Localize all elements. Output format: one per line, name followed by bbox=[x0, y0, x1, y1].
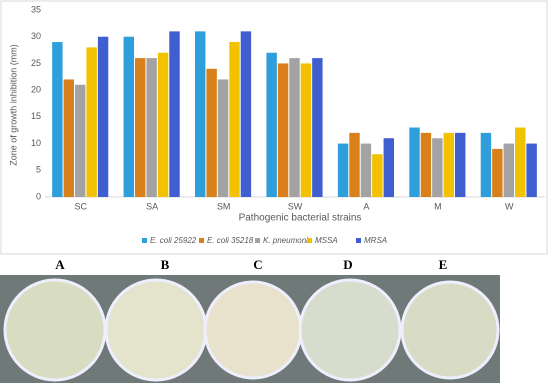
legend-swatch bbox=[255, 238, 260, 243]
legend-label: E. coli 25922 bbox=[150, 236, 197, 245]
legend-label: MSSA bbox=[315, 236, 338, 245]
petri-dish bbox=[203, 280, 303, 380]
bar bbox=[526, 143, 537, 197]
bar bbox=[515, 127, 526, 197]
bar bbox=[157, 52, 169, 197]
bar bbox=[63, 79, 74, 197]
y-tick-label: 30 bbox=[31, 31, 41, 41]
bar bbox=[266, 52, 277, 197]
legend-label: MRSA bbox=[364, 236, 387, 245]
bar bbox=[300, 63, 312, 197]
x-tick-label: SC bbox=[74, 201, 87, 211]
x-tick-label: W bbox=[505, 201, 514, 211]
x-tick-label: A bbox=[363, 201, 369, 211]
bar bbox=[97, 36, 109, 197]
x-tick-label: M bbox=[434, 201, 442, 211]
bar bbox=[443, 132, 454, 197]
y-tick-label: 35 bbox=[31, 4, 41, 14]
bar bbox=[383, 138, 394, 197]
x-axis-label: Pathogenic bacterial strains bbox=[239, 213, 362, 224]
bar bbox=[75, 84, 86, 197]
legend-swatch bbox=[199, 238, 204, 243]
y-tick-label: 5 bbox=[36, 165, 41, 175]
panel-label: B bbox=[161, 257, 170, 272]
panel-label: A bbox=[55, 257, 65, 272]
bar bbox=[52, 42, 63, 197]
x-tick-label: SA bbox=[146, 201, 158, 211]
bar bbox=[123, 36, 134, 197]
petri-dish bbox=[400, 280, 500, 380]
bar bbox=[146, 58, 157, 198]
bar bbox=[217, 79, 229, 197]
bar bbox=[277, 63, 289, 197]
bar bbox=[206, 68, 217, 198]
bar bbox=[409, 127, 420, 197]
bar bbox=[229, 42, 240, 197]
bar bbox=[503, 143, 514, 197]
bar bbox=[480, 132, 492, 197]
legend-label: K. pneumonia bbox=[263, 236, 313, 245]
y-tick-label: 10 bbox=[31, 138, 41, 148]
x-tick-label: SM bbox=[217, 201, 231, 211]
bar bbox=[372, 154, 383, 197]
panel-label: D bbox=[343, 257, 352, 272]
legend-swatch bbox=[307, 238, 312, 243]
bar bbox=[455, 132, 466, 197]
photo-panels bbox=[0, 275, 500, 383]
bar bbox=[337, 143, 349, 197]
y-tick-label: 15 bbox=[31, 111, 41, 121]
y-axis-label: Zone of growth inhibition (mm) bbox=[8, 44, 18, 166]
bar bbox=[492, 148, 503, 197]
y-tick-label: 0 bbox=[36, 191, 41, 201]
legend-swatch bbox=[142, 238, 147, 243]
bar bbox=[135, 58, 146, 198]
legend-swatch bbox=[356, 238, 361, 243]
petri-dish bbox=[3, 278, 107, 382]
bar bbox=[195, 31, 206, 197]
y-tick-label: 20 bbox=[31, 85, 41, 95]
x-tick-label: SW bbox=[288, 201, 303, 211]
bar bbox=[169, 31, 180, 197]
bar bbox=[420, 132, 432, 197]
petri-dish bbox=[104, 278, 208, 382]
y-tick-label: 25 bbox=[31, 58, 41, 68]
panel-label: C bbox=[253, 257, 262, 272]
panel-label: E bbox=[439, 257, 448, 272]
bar bbox=[349, 132, 360, 197]
bar bbox=[240, 31, 252, 197]
legend-label: E. coli 35218 bbox=[207, 236, 254, 245]
bar bbox=[360, 143, 372, 197]
petri-dish bbox=[298, 278, 402, 382]
bar bbox=[312, 58, 323, 198]
bar bbox=[86, 47, 97, 198]
bar bbox=[432, 138, 443, 197]
bar bbox=[289, 58, 300, 198]
